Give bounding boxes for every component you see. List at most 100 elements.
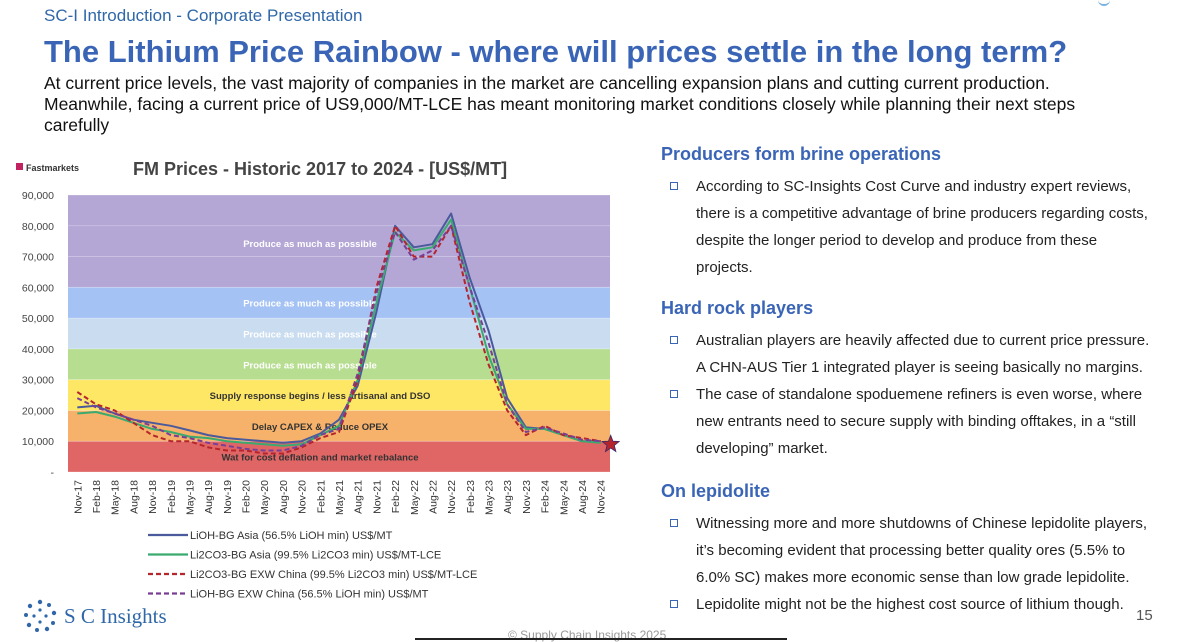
fastmarkets-logo-icon — [16, 163, 23, 170]
bullet-hard-rock-1: Australian players are heavily affected … — [661, 327, 1181, 381]
x-tick-label: Feb-22 — [390, 480, 402, 513]
subtitle-line-2: Meanwhile, facing a current price of US9… — [44, 94, 1076, 114]
bullet-line: new entrants need to secure supply with … — [696, 413, 1136, 430]
y-tick-label: 70,000 — [22, 252, 54, 264]
x-tick-label: Aug-20 — [278, 480, 290, 514]
y-tick-label: 50,000 — [22, 313, 54, 325]
bullet-brine-1: According to SC-Insights Cost Curve and … — [661, 173, 1181, 281]
section-title-lepidolite: On lepidolite — [661, 481, 771, 501]
x-tick-label: Nov-22 — [446, 480, 458, 514]
legend-entry: Li2CO3-BG EXW China (99.5% Li2CO3 min) U… — [190, 569, 477, 581]
series-line — [77, 212, 601, 444]
bullet-lepidolite-1: Witnessing more and more shutdowns of Ch… — [661, 510, 1181, 591]
x-tick-label: Nov-17 — [72, 480, 84, 514]
x-tick-label: Nov-18 — [147, 480, 159, 514]
series-line — [76, 224, 601, 452]
section-lepidolite: On lepidolite Witnessing more and more s… — [661, 481, 1181, 618]
section-brine: Producers form brine operations Accordin… — [661, 144, 1181, 281]
checkbox-bullet-icon — [670, 600, 678, 608]
x-tick-label: Aug-19 — [203, 480, 215, 514]
bullet-lepidolite-2: Lepidolite might not be the highest cost… — [661, 591, 1181, 618]
x-tick-label: Nov-20 — [297, 480, 309, 514]
footer-logo: S C Insights — [22, 598, 167, 634]
x-tick-label: May-24 — [558, 480, 570, 515]
bullet-line: A CHN-AUS Tier 1 integrated player is se… — [696, 359, 1143, 376]
checkbox-bullet-icon — [670, 336, 678, 344]
y-tick-label: - — [51, 467, 55, 479]
source-logo: Fastmarkets — [26, 163, 79, 173]
band-label: Delay CAPEX & Reduce OPEX — [252, 422, 389, 433]
price-band — [68, 441, 610, 472]
legend-entry: Li2CO3-BG Asia (99.5% Li2CO3 min) US$/MT… — [190, 550, 441, 562]
x-tick-label: Feb-18 — [91, 480, 103, 513]
x-tick-label: Aug-22 — [427, 480, 439, 514]
x-tick-label: Feb-23 — [465, 480, 477, 513]
bullet-line: projects. — [696, 259, 753, 276]
subtitle-line-3: carefully — [44, 115, 110, 135]
breadcrumb: SC-I Introduction - Corporate Presentati… — [44, 6, 363, 25]
price-band — [68, 195, 610, 288]
sc-insights-logo-icon — [24, 599, 57, 632]
x-tick-label: Nov-21 — [371, 480, 383, 514]
price-chart-svg: Fastmarkets FM Prices - Historic 2017 to … — [16, 159, 621, 601]
price-band — [68, 287, 610, 319]
bullet-line: Witnessing more and more shutdowns of Ch… — [696, 515, 1148, 532]
bullet-line: Lepidolite might not be the highest cost… — [696, 596, 1124, 613]
bullet-line: 6.0% SC) makes more economic sense than … — [696, 569, 1130, 586]
band-label: Produce as much as possible — [243, 360, 377, 371]
subtitle-line-1: At current price levels, the vast majori… — [44, 73, 1050, 93]
band-label: Produce as much as possible — [243, 239, 377, 250]
y-tick-label: 10,000 — [22, 436, 54, 448]
x-tick-label: Aug-18 — [128, 480, 140, 514]
slide-subtitle: At current price levels, the vast majori… — [44, 73, 1164, 136]
price-band — [68, 318, 610, 349]
x-tick-label: Aug-23 — [502, 480, 514, 514]
x-tick-label: May-18 — [110, 480, 122, 515]
bullet-line: Australian players are heavily affected … — [696, 332, 1150, 349]
bullet-line: despite the longer period to develop and… — [696, 232, 1098, 249]
slide-title: The Lithium Price Rainbow - where will p… — [44, 34, 1068, 69]
x-tick-label: Feb-21 — [315, 480, 327, 513]
bullet-line: it’s becoming evident that processing be… — [696, 542, 1126, 559]
x-tick-label: May-21 — [334, 480, 346, 515]
y-tick-label: 90,000 — [22, 190, 54, 202]
band-label: Supply response begins / less artisanal … — [210, 391, 431, 402]
bullet-line: According to SC-Insights Cost Curve and … — [696, 178, 1132, 195]
bullet-line: developing” market. — [696, 440, 828, 457]
section-title-hard-rock: Hard rock players — [661, 298, 814, 318]
chart-title: FM Prices - Historic 2017 to 2024 - [US$… — [133, 159, 507, 179]
x-tick-label: May-20 — [259, 480, 271, 515]
x-tick-label: Aug-21 — [353, 480, 365, 514]
x-tick-label: May-19 — [184, 480, 196, 515]
legend-entry: LiOH-BG Asia (56.5% LiOH min) US$/MT — [190, 530, 393, 542]
checkbox-bullet-icon — [670, 390, 678, 398]
current-price-star-icon — [601, 434, 621, 453]
x-tick-label: Nov-23 — [521, 480, 533, 514]
bullet-line: there is a competitive advantage of brin… — [696, 205, 1148, 222]
x-tick-label: Aug-24 — [577, 480, 589, 514]
price-chart: Fastmarkets FM Prices - Historic 2017 to … — [10, 155, 640, 605]
x-tick-label: Feb-24 — [540, 480, 552, 513]
logo-text: S C Insights — [64, 603, 167, 628]
band-label: Produce as much as possible — [243, 299, 377, 310]
section-title-brine: Producers form brine operations — [661, 144, 942, 164]
y-tick-label: 30,000 — [22, 375, 54, 387]
corner-decoration — [1098, 0, 1110, 6]
band-label: Wat for cost deflation and market rebala… — [221, 453, 418, 464]
x-tick-label: Feb-20 — [241, 480, 253, 513]
bullet-hard-rock-2: The case of standalone spoduemene refine… — [661, 381, 1181, 462]
x-tick-label: May-22 — [409, 480, 421, 515]
x-tick-label: Nov-19 — [222, 480, 234, 514]
y-tick-label: 40,000 — [22, 344, 54, 356]
y-tick-label: 80,000 — [22, 221, 54, 233]
checkbox-bullet-icon — [670, 519, 678, 527]
y-tick-label: 60,000 — [22, 282, 54, 294]
x-tick-label: Feb-19 — [166, 480, 178, 513]
legend-entry: LiOH-BG EXW China (56.5% LiOH min) US$/M… — [190, 589, 429, 601]
bullet-line: The case of standalone spoduemene refine… — [696, 386, 1143, 403]
price-band — [68, 379, 610, 411]
x-tick-label: May-23 — [484, 480, 496, 515]
page-number: 15 — [1136, 607, 1153, 624]
band-label: Produce as much as possible — [243, 330, 377, 341]
checkbox-bullet-icon — [670, 182, 678, 190]
